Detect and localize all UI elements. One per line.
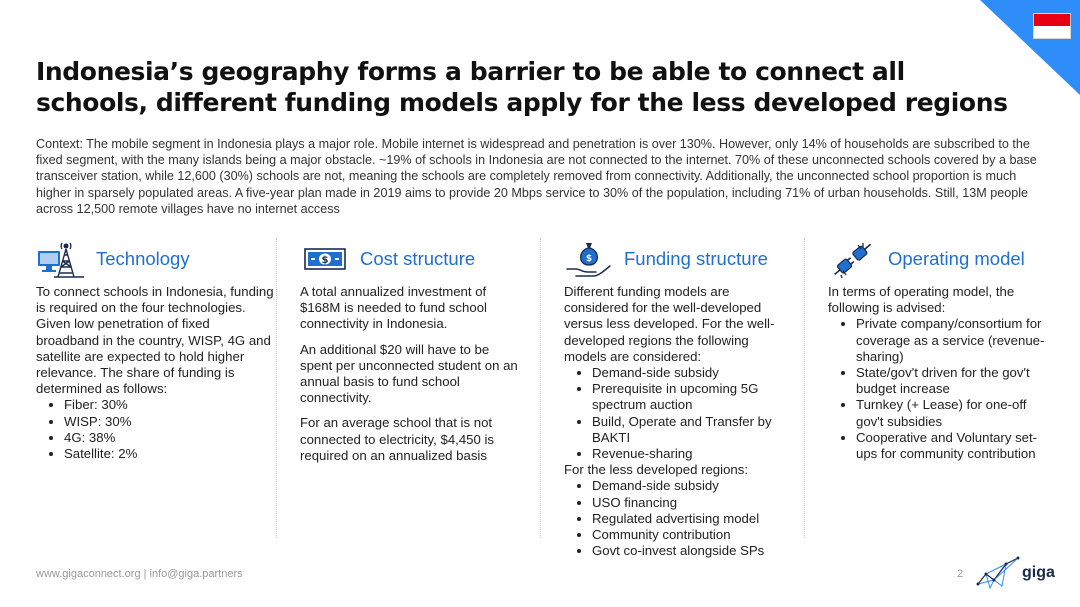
cost-structure-body: A total annualized investment of $168M i… <box>300 284 525 464</box>
operating-model-title: Operating model <box>888 248 1025 269</box>
cost-paragraph-electricity: For an average school that is not connec… <box>300 415 495 463</box>
list-item: Prerequisite in upcoming 5G spectrum auc… <box>592 381 792 413</box>
column-divider <box>540 238 541 538</box>
hand-money-bag-icon: $ <box>566 243 611 277</box>
funding-structure-body: Different funding models are considered … <box>564 284 792 559</box>
operating-advice-list: Private company/consortium for coverage … <box>828 316 1050 462</box>
giga-logo-text: giga <box>1022 564 1055 581</box>
technology-title: Technology <box>96 248 190 269</box>
technology-body: To connect schools in Indonesia, funding… <box>36 284 276 462</box>
plug-connect-icon <box>834 243 872 279</box>
svg-text:$: $ <box>586 254 592 264</box>
giga-logo-icon <box>976 556 1020 590</box>
list-item: Fiber: 30% <box>64 397 276 413</box>
page-title: Indonesia’s geography forms a barrier to… <box>36 57 1008 117</box>
list-item: Community contribution <box>592 527 792 543</box>
operating-model-column: Operating model In terms of operating mo… <box>828 238 1050 462</box>
cost-paragraph-per-student: An additional $20 will have to be spent … <box>300 341 518 406</box>
cost-structure-title: Cost structure <box>360 248 476 269</box>
list-item: Build, Operate and Transfer by BAKTI <box>592 414 792 446</box>
funding-less-developed-list: Demand-side subsidy USO financing Regula… <box>564 478 792 559</box>
page-number: 2 <box>957 568 964 580</box>
list-item: 4G: 38% <box>64 430 276 446</box>
cost-structure-column: $ Cost structure A total annualized inve… <box>300 238 525 473</box>
technology-header: Technology <box>36 238 276 280</box>
list-item: Govt co-invest alongside SPs <box>592 543 792 559</box>
operating-model-body: In terms of operating model, the followi… <box>828 284 1050 462</box>
column-divider <box>276 238 277 538</box>
list-item: Cooperative and Voluntary set-ups for co… <box>856 430 1050 462</box>
technology-share-list: Fiber: 30% WISP: 30% 4G: 38% Satellite: … <box>36 397 276 462</box>
funding-less-developed-label: For the less developed regions: <box>564 462 749 478</box>
column-divider <box>804 238 805 538</box>
list-item: Private company/consortium for coverage … <box>856 316 1050 365</box>
transmission-tower-icon <box>38 242 84 278</box>
funding-intro: Different funding models are considered … <box>564 284 775 364</box>
list-item: Satellite: 2% <box>64 446 276 462</box>
list-item: State/gov't driven for the gov't budget … <box>856 365 1050 397</box>
indonesia-flag-icon <box>1033 13 1071 39</box>
list-item: Demand-side subsidy <box>592 478 792 494</box>
list-item: WISP: 30% <box>64 414 276 430</box>
funding-structure-column: $ Funding structure Different funding mo… <box>564 238 792 559</box>
cost-paragraph-investment: A total annualized investment of $168M i… <box>300 284 487 332</box>
footer-links: www.gigaconnect.org | info@giga.partners <box>36 568 243 580</box>
cost-structure-header: $ Cost structure <box>300 238 525 280</box>
funding-developed-list: Demand-side subsidy Prerequisite in upco… <box>564 365 792 462</box>
giga-logo: giga <box>976 556 1055 590</box>
technology-column: Technology To connect schools in Indones… <box>36 238 276 462</box>
list-item: USO financing <box>592 495 792 511</box>
list-item: Revenue-sharing <box>592 446 792 462</box>
list-item: Regulated advertising model <box>592 511 792 527</box>
context-paragraph: Context: The mobile segment in Indonesia… <box>36 137 1037 216</box>
list-item: Demand-side subsidy <box>592 365 792 381</box>
list-item: Turnkey (+ Lease) for one-off gov't subs… <box>856 397 1050 429</box>
technology-intro: To connect schools in Indonesia, funding… <box>36 284 274 397</box>
funding-structure-header: $ Funding structure <box>564 238 792 280</box>
operating-model-header: Operating model <box>828 238 1050 280</box>
svg-text:$: $ <box>322 255 329 266</box>
operating-intro: In terms of operating model, the followi… <box>828 284 1015 316</box>
funding-structure-title: Funding structure <box>624 248 768 269</box>
banknote-icon: $ <box>304 248 346 270</box>
